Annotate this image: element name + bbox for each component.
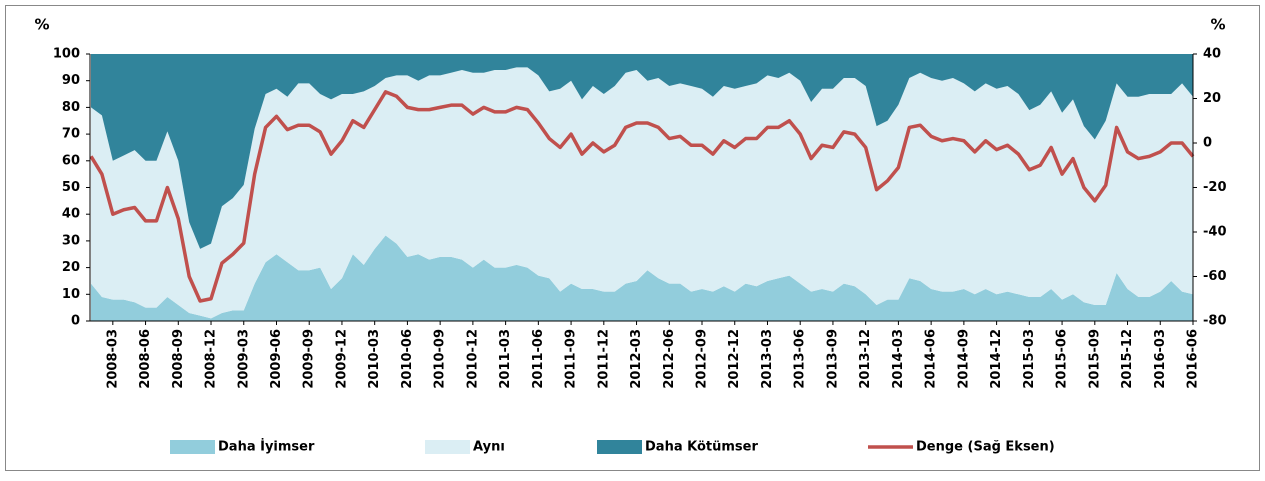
- x-tick-label: 2009-03: [236, 329, 251, 389]
- y2-tick-label: 20: [1203, 91, 1221, 106]
- x-tick-label: 2015-09: [1087, 329, 1102, 389]
- legend-swatch: [425, 440, 470, 454]
- area: [91, 67, 1193, 319]
- x-tick-label: 2012-12: [727, 329, 742, 389]
- legend-label: Daha İyimser: [218, 439, 315, 455]
- y2-axis-label: %: [1210, 16, 1225, 34]
- x-tick-label: 2013-06: [793, 329, 808, 389]
- x-tick-label: 2009-09: [302, 329, 317, 389]
- legend-swatch: [170, 440, 215, 454]
- x-tick-label: 2011-09: [564, 329, 579, 389]
- y-tick-label: 70: [62, 127, 80, 142]
- y-tick-label: 100: [53, 47, 80, 62]
- x-tick-label: 2010-12: [465, 329, 480, 389]
- x-tick-label: 2010-03: [367, 329, 382, 389]
- x-tick-label: 2009-06: [269, 329, 284, 389]
- x-tick-label: 2008-03: [105, 329, 120, 389]
- x-tick-label: 2008-12: [204, 329, 219, 389]
- y-tick-label: 20: [62, 260, 80, 275]
- y-tick-label: 30: [62, 233, 80, 248]
- y2-tick-label: 0: [1203, 136, 1212, 151]
- y-tick-label: 0: [71, 314, 80, 329]
- y2-tick-label: -40: [1203, 225, 1227, 240]
- y-tick-label: 10: [62, 287, 80, 302]
- y2-tick-label: 40: [1203, 47, 1221, 62]
- y-tick-label: 50: [62, 180, 80, 195]
- y-tick-label: 40: [62, 207, 80, 222]
- x-tick-label: 2013-09: [825, 329, 840, 389]
- x-tick-label: 2016-03: [1153, 329, 1168, 389]
- x-tick-label: 2011-03: [498, 329, 513, 389]
- x-tick-label: 2013-03: [760, 329, 775, 389]
- x-tick-label: 2010-09: [433, 329, 448, 389]
- x-tick-label: 2014-09: [956, 329, 971, 389]
- x-tick-label: 2011-12: [596, 329, 611, 389]
- x-tick-label: 2013-12: [858, 329, 873, 389]
- x-tick-label: 2012-09: [695, 329, 710, 389]
- y-tick-label: 60: [62, 153, 80, 168]
- y-axis-label: %: [34, 16, 49, 34]
- legend-swatch: [597, 440, 642, 454]
- x-tick-label: 2011-06: [531, 329, 546, 389]
- x-tick-label: 2014-12: [989, 329, 1004, 389]
- x-tick-label: 2015-03: [1022, 329, 1037, 389]
- legend-label: Aynı: [473, 440, 505, 455]
- legend-label: Denge (Sağ Eksen): [916, 440, 1055, 455]
- legend-label: Daha Kötümser: [645, 440, 758, 455]
- y-tick-label: 90: [62, 73, 80, 88]
- area: [91, 235, 1193, 321]
- x-tick-label: 2014-03: [891, 329, 906, 389]
- area: [91, 54, 1193, 249]
- x-tick-label: 2015-06: [1055, 329, 1070, 389]
- x-tick-label: 2010-06: [400, 329, 415, 389]
- line: [89, 90, 1195, 303]
- y2-tick-label: -60: [1203, 269, 1227, 284]
- y2-tick-label: -80: [1203, 314, 1227, 329]
- x-tick-label: 2014-06: [924, 329, 939, 389]
- y2-tick-label: -20: [1203, 180, 1227, 195]
- x-tick-label: 2012-06: [662, 329, 677, 389]
- x-tick-label: 2015-12: [1120, 329, 1135, 389]
- x-tick-label: 2009-12: [334, 329, 349, 389]
- x-tick-label: 2016-06: [1186, 329, 1201, 389]
- x-tick-label: 2012-03: [629, 329, 644, 389]
- y-tick-label: 80: [62, 100, 80, 115]
- x-tick-label: 2008-06: [138, 329, 153, 389]
- x-tick-label: 2008-09: [171, 329, 186, 389]
